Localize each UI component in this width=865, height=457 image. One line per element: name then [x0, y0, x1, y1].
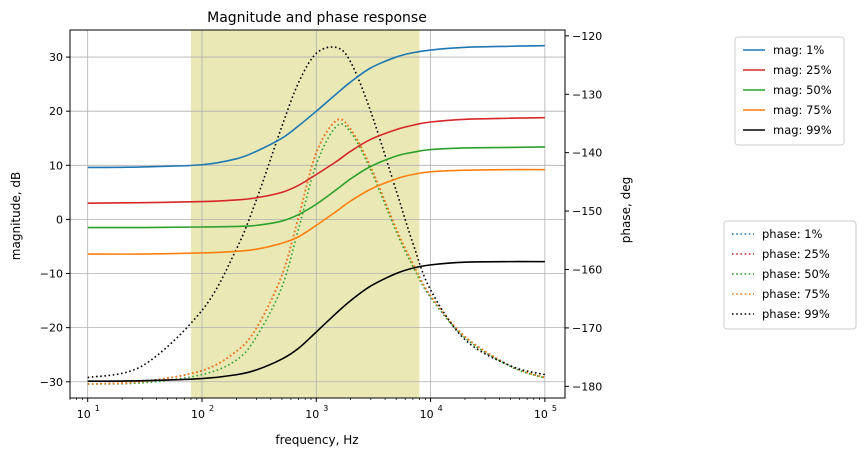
y-axis-label: magnitude, dB — [9, 172, 23, 260]
y2-axis-label: phase, deg — [619, 177, 633, 243]
legend-label: phase: 50% — [762, 267, 830, 281]
y2-tick-label: −140 — [572, 147, 602, 160]
legend-label: phase: 99% — [762, 307, 830, 321]
x-tick-label: 10 — [420, 408, 434, 421]
magnitude-line-1 — [87, 116, 545, 204]
x-tick-label: 10 — [534, 408, 548, 421]
legend-phase: phase: 1% phase: 25% phase: 50% phase: 75% p… — [723, 220, 857, 330]
legend-magnitude: mag: 1% mag: 25% mag: 50% mag: 75% mag: 99% — [734, 36, 845, 146]
x-tick-label-exponent: 5 — [552, 404, 557, 413]
y-tick-label: −30 — [40, 376, 63, 389]
x-tick-label-exponent: 3 — [323, 404, 328, 413]
legend-label: mag: 25% — [773, 63, 832, 77]
y-axis-magnitude: −30 −20 −10 0 10 20 30 — [40, 51, 70, 389]
y-axis-phase: −180 −170 −160 −150 −140 −130 −120 — [565, 30, 602, 393]
phase-line-3 — [87, 118, 546, 385]
phase-line-2 — [87, 123, 546, 385]
legend-label: mag: 99% — [773, 123, 832, 137]
legend-label: mag: 75% — [773, 103, 832, 117]
series-lines — [87, 44, 546, 385]
y2-tick-label: −180 — [572, 380, 602, 393]
x-axis-label: frequency, Hz — [275, 433, 358, 447]
legend-label: mag: 50% — [773, 83, 832, 97]
legend-label: mag: 1% — [773, 43, 824, 57]
axes-frame — [69, 29, 566, 399]
y2-tick-label: −150 — [572, 205, 602, 218]
y2-tick-label: −120 — [572, 30, 602, 43]
magnitude-line-0 — [87, 44, 545, 169]
plot-frame — [69, 29, 566, 399]
magnitude-line-2 — [87, 146, 545, 229]
chart-title: Magnitude and phase response — [207, 10, 427, 26]
y-tick-label: −10 — [40, 268, 63, 281]
x-tick-label-exponent: 4 — [438, 404, 443, 413]
legend-box — [734, 36, 845, 146]
shaded-band — [190, 30, 420, 398]
legend-label: phase: 1% — [762, 227, 823, 241]
legend-label: phase: 75% — [762, 287, 830, 301]
legend-label: phase: 25% — [762, 247, 830, 261]
legend-box — [723, 220, 857, 330]
x-tick-label-exponent: 2 — [209, 404, 214, 413]
x-tick-label: 10 — [191, 408, 205, 421]
y2-tick-label: −130 — [572, 88, 602, 101]
x-tick-label: 10 — [77, 408, 91, 421]
y2-tick-label: −160 — [572, 263, 602, 276]
magnitude-line-4 — [87, 260, 545, 383]
y-tick-label: −20 — [40, 322, 63, 335]
y-tick-label: 30 — [49, 51, 63, 64]
y2-tick-label: −170 — [572, 322, 602, 335]
x-axis: 10 1 10 2 10 3 10 4 10 5 — [69, 398, 557, 421]
x-tick-label: 10 — [305, 408, 319, 421]
x-tick-label-exponent: 1 — [95, 404, 100, 413]
y-tick-label: 10 — [49, 159, 63, 172]
magnitude-line-3 — [87, 168, 545, 255]
shaded-band-rect — [190, 30, 420, 398]
y-tick-label: 20 — [49, 105, 63, 118]
phase-line-4 — [87, 46, 546, 379]
y-tick-label: 0 — [56, 213, 63, 226]
